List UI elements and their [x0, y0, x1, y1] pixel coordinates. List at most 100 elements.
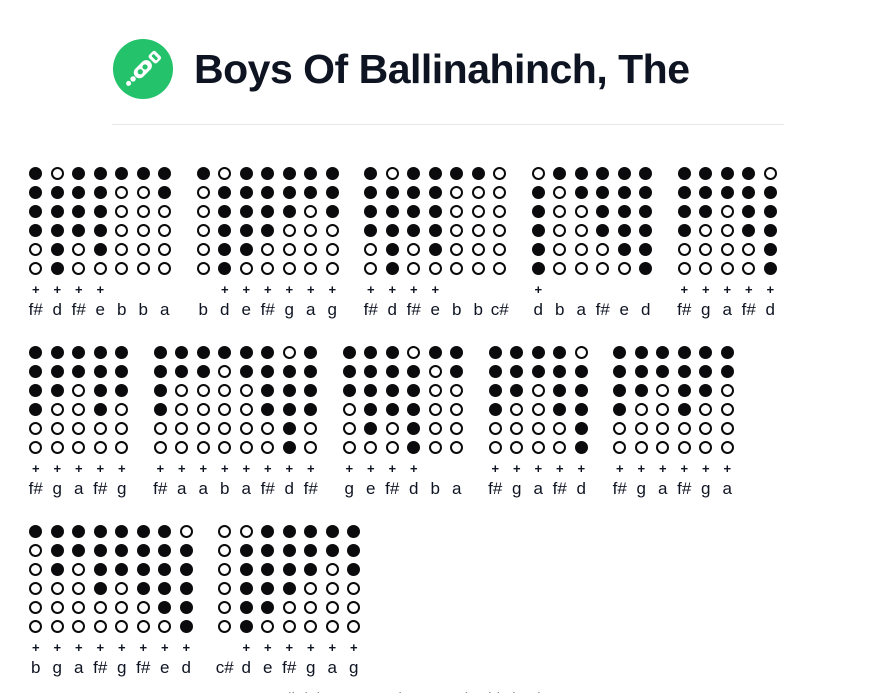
note-label: e: [95, 300, 105, 319]
hole-open-dot: [218, 167, 232, 180]
hole-covered-dot: [347, 525, 361, 538]
octave-plus-marker: +: [491, 461, 500, 476]
hole-open-dot: [634, 422, 648, 435]
hole-covered-dot: [50, 186, 64, 199]
hole-open-dot: [720, 243, 734, 256]
hole-covered-dot: [677, 403, 691, 416]
hole-covered-dot: [218, 205, 232, 218]
hole-covered-dot: [136, 544, 150, 557]
octave-plus-marker: +: [242, 640, 251, 655]
hole-covered-dot: [93, 384, 107, 397]
hole-open-dot: [493, 224, 507, 237]
hole-covered-dot: [677, 167, 691, 180]
hole-covered-dot: [677, 346, 691, 359]
hole-covered-dot: [261, 346, 275, 359]
hole-covered-dot: [428, 167, 442, 180]
page-title: Boys Of Ballinahinch, The: [194, 45, 690, 92]
hole-open-dot: [634, 441, 648, 454]
hole-open-dot: [196, 243, 210, 256]
note-column: + g: [631, 346, 653, 499]
hole-covered-dot: [115, 525, 129, 538]
hole-open-dot: [450, 262, 464, 275]
hole-covered-dot: [342, 346, 356, 359]
hole-covered-dot: [720, 346, 734, 359]
note-label: g: [636, 479, 646, 498]
hole-open-dot: [218, 365, 232, 378]
hole-covered-dot: [282, 403, 296, 416]
hole-open-dot: [304, 262, 318, 275]
octave-plus-marker: +: [680, 461, 689, 476]
hole-open-dot: [218, 544, 232, 557]
hole-open-dot: [218, 422, 232, 435]
hole-open-dot: [574, 224, 588, 237]
octave-plus-marker: +: [74, 640, 83, 655]
hole-open-dot: [407, 346, 421, 359]
note-label: f#: [363, 300, 378, 319]
note-label: f#: [552, 479, 567, 498]
tab-measure: b + d + e + f# + g + a + g: [193, 167, 344, 320]
hole-open-dot: [218, 403, 232, 416]
note-label: f#: [303, 479, 318, 498]
hole-covered-dot: [179, 601, 193, 614]
hole-covered-dot: [342, 365, 356, 378]
note-column: + g: [695, 346, 717, 499]
hole-covered-dot: [304, 525, 318, 538]
hole-open-dot: [574, 205, 588, 218]
octave-plus-marker: +: [177, 461, 186, 476]
note-label: g: [512, 479, 522, 498]
note-label: f#: [93, 658, 108, 677]
hole-covered-dot: [158, 582, 172, 595]
hole-open-dot: [677, 422, 691, 435]
hole-covered-dot: [93, 346, 107, 359]
octave-plus-marker: +: [345, 461, 354, 476]
note-column: + d: [214, 167, 236, 320]
hole-open-dot: [239, 525, 253, 538]
hole-covered-dot: [72, 186, 86, 199]
hole-open-dot: [218, 563, 232, 576]
octave-plus-marker: +: [306, 282, 315, 297]
octave-plus-marker: +: [701, 461, 710, 476]
hole-open-dot: [50, 167, 64, 180]
hole-open-dot: [553, 224, 567, 237]
hole-covered-dot: [407, 186, 421, 199]
note-column: + f#: [485, 346, 507, 499]
hole-open-dot: [531, 384, 545, 397]
hole-covered-dot: [304, 167, 318, 180]
note-label: e: [241, 300, 251, 319]
hole-open-dot: [510, 441, 524, 454]
hole-covered-dot: [93, 205, 107, 218]
note-column: + e: [425, 167, 447, 320]
hole-covered-dot: [677, 186, 691, 199]
hole-covered-dot: [385, 346, 399, 359]
hole-covered-dot: [50, 346, 64, 359]
hole-covered-dot: [553, 403, 567, 416]
note-label: d: [181, 658, 191, 677]
hole-covered-dot: [450, 167, 464, 180]
note-label: a: [74, 479, 84, 498]
octave-plus-marker: +: [680, 282, 689, 297]
hole-open-dot: [553, 186, 567, 199]
note-label: b: [31, 658, 41, 677]
hole-open-dot: [72, 422, 86, 435]
hole-covered-dot: [158, 563, 172, 576]
hole-open-dot: [656, 384, 670, 397]
note-column: + g: [47, 346, 69, 499]
hole-open-dot: [531, 403, 545, 416]
hole-covered-dot: [364, 384, 378, 397]
hole-covered-dot: [93, 563, 107, 576]
hole-open-dot: [304, 582, 318, 595]
octave-plus-marker: +: [117, 640, 126, 655]
hole-open-dot: [282, 601, 296, 614]
octave-plus-marker: +: [74, 461, 83, 476]
hole-open-dot: [493, 205, 507, 218]
note-column: + f#: [90, 346, 112, 499]
hole-covered-dot: [50, 243, 64, 256]
hole-covered-dot: [282, 205, 296, 218]
hole-covered-dot: [407, 205, 421, 218]
octave-plus-marker: [579, 282, 583, 297]
note-label: g: [701, 300, 711, 319]
hole-covered-dot: [158, 525, 172, 538]
hole-open-dot: [553, 243, 567, 256]
note-column: + e: [360, 346, 382, 499]
note-column: + a: [717, 346, 739, 499]
